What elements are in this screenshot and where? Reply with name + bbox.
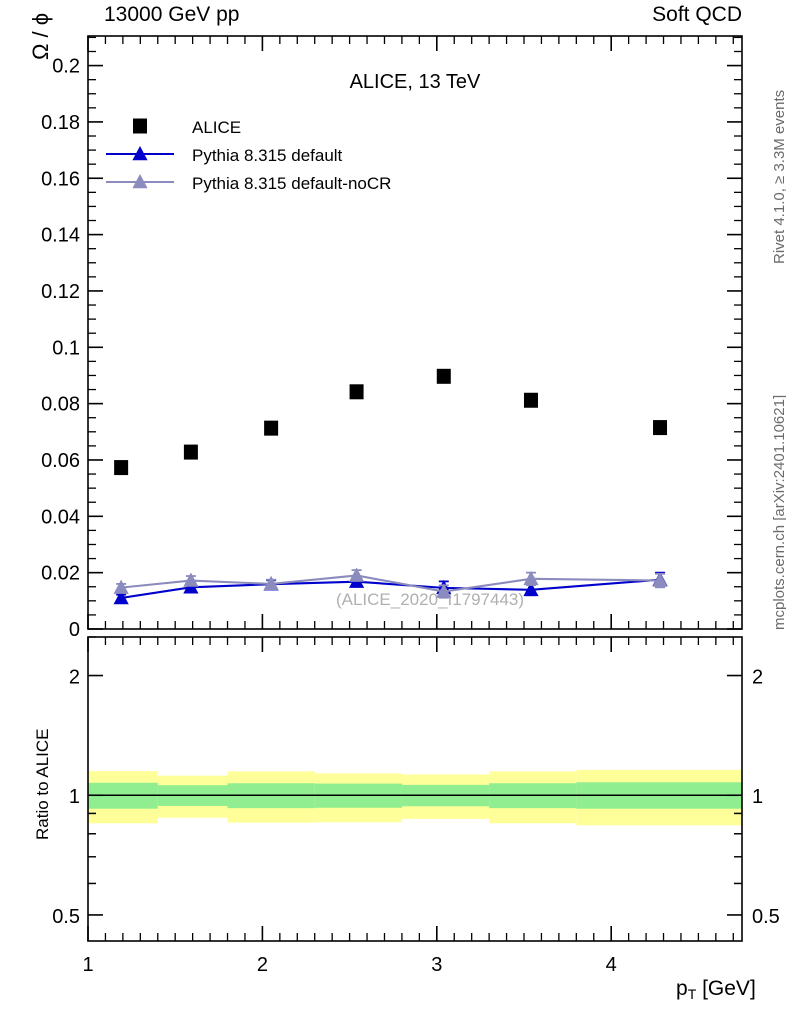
data-point-nocr [113,579,129,594]
data-point-nocr [652,572,668,587]
legend-marker-2 [132,174,148,189]
data-point-alice [183,444,198,460]
data-point-default [523,581,539,597]
plot-title: ALICE, 13 TeV [350,71,481,93]
main-y-tick-label: 0 [69,619,80,641]
data-point-default [113,590,129,605]
legend-label-2: Pythia 8.315 default-noCR [192,174,391,193]
data-point-alice [264,420,279,436]
legend-label-1: Pythia 8.315 default [192,146,343,165]
x-axis-label-unit: [GeV] [696,977,756,1000]
data-point-nocr [348,567,365,582]
x-tick-label: 4 [606,954,617,976]
data-point-nocr [263,575,279,591]
x-tick-label: 2 [257,954,268,976]
header-left-label: 13000 GeV pp [104,3,240,26]
main-panel-frame [87,35,743,630]
analysis-watermark: (ALICE_2020_I1797443) [336,590,524,609]
ratio-panel-frame [87,636,743,942]
data-point-alice [436,368,451,384]
main-y-tick-label: 0.16 [41,168,80,190]
main-y-tick-label: 0.04 [41,506,80,528]
main-y-tick-label: 0.08 [41,394,80,416]
header-right-label: Soft QCD [652,3,742,26]
data-point-nocr [523,570,539,586]
x-axis-label: pT [GeV] [676,978,756,1001]
ratio-y-tick-label: 0.5 [52,906,80,928]
main-y-tick-label: 0.1 [52,337,80,359]
x-axis-label-subscript: T [687,986,697,1002]
ratio-y-tick-label: 2 [69,667,80,689]
main-y-tick-label: 0.02 [41,563,80,585]
main-y-tick-label: 0.12 [41,281,80,303]
main-y-tick-label: 0.2 [52,56,80,78]
legend-marker-1 [132,146,148,161]
main-y-tick-label: 0.14 [41,225,80,247]
x-axis-label-main: p [676,977,688,1000]
data-point-nocr [436,583,452,598]
data-point-alice [523,392,538,408]
ratio-y-tick-label-right: 1 [752,786,763,808]
x-tick-label: 3 [431,954,442,976]
main-y-tick-label: 0.18 [41,112,80,134]
data-point-alice [349,384,364,400]
legend-label-0: ALICE [192,118,241,137]
ratio-y-tick-label-right: 0.5 [752,906,780,928]
data-point-alice [114,460,129,476]
ratio-y-tick-label: 1 [69,786,80,808]
data-point-alice [653,420,668,436]
data-point-nocr [183,572,199,587]
legend-marker-0 [133,118,147,134]
x-tick-label: 1 [82,954,93,976]
ratio-y-tick-label-right: 2 [752,667,763,689]
main-y-tick-label: 0.06 [41,450,80,472]
